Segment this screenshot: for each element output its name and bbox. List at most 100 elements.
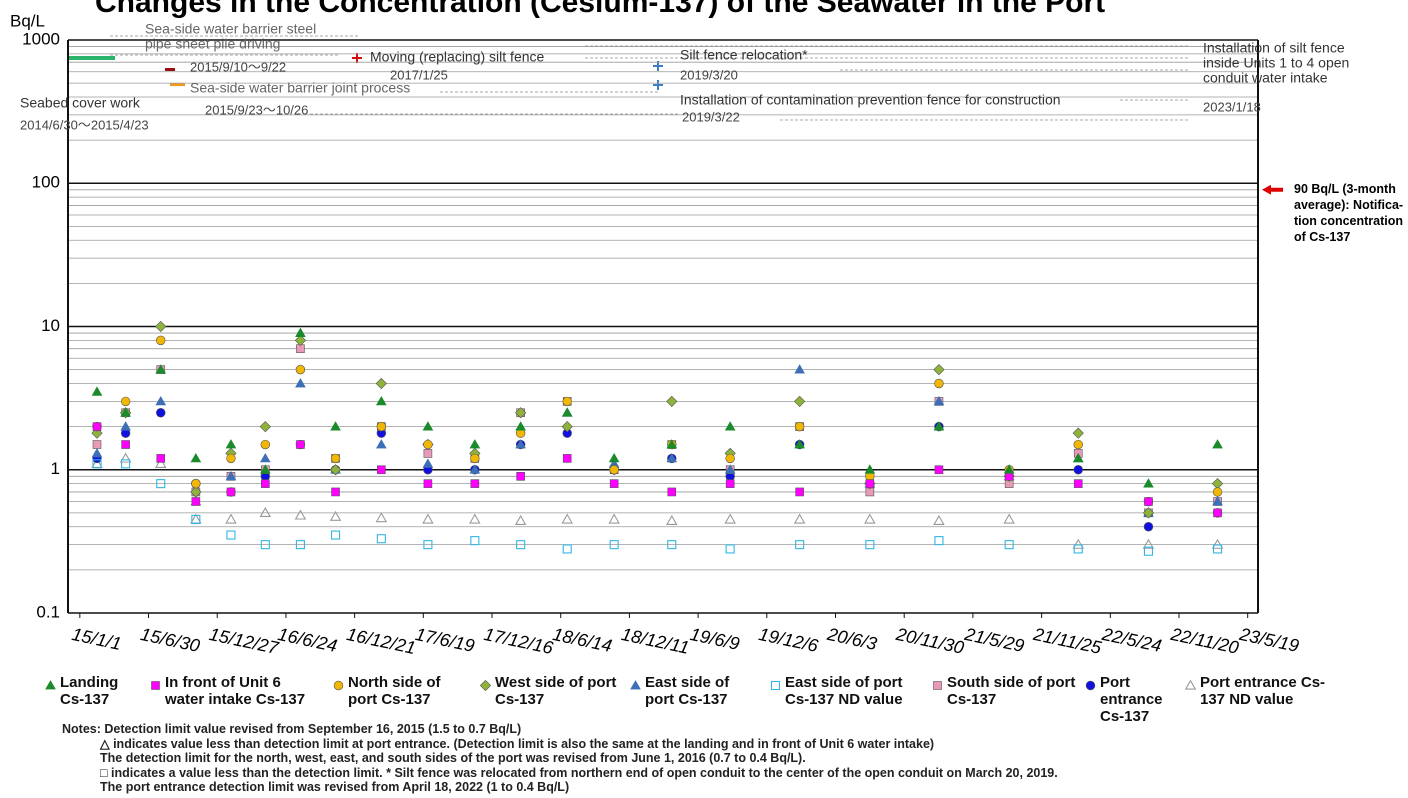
reference-label: 90 Bq/L (3-month <box>1294 182 1396 196</box>
event-guides <box>110 35 1190 121</box>
event-label: pipe sheet pile driving <box>145 36 280 52</box>
x-tick-label: 17/6/19 <box>414 624 477 656</box>
legend-marker <box>45 680 56 690</box>
point <box>423 449 433 458</box>
point <box>91 427 103 439</box>
reference-arrow <box>1262 184 1283 195</box>
point <box>259 506 272 518</box>
point <box>120 396 131 407</box>
legend-marker <box>630 680 641 690</box>
point <box>92 422 102 431</box>
x-tick-label: 16/12/21 <box>345 624 418 658</box>
point <box>1144 497 1153 506</box>
x-tick-label: 22/5/24 <box>1100 624 1164 656</box>
point <box>666 395 678 408</box>
point <box>294 509 307 520</box>
point <box>330 421 341 431</box>
point <box>794 364 805 374</box>
event-marker <box>653 80 663 90</box>
x-tick-label: 18/12/11 <box>620 624 691 658</box>
y-tick-label: 10 <box>41 316 60 335</box>
point <box>562 396 572 407</box>
point <box>259 453 271 463</box>
point <box>155 364 167 374</box>
legend-label: South side of port Cs-137 <box>947 674 1076 708</box>
x-tick-label: 15/6/30 <box>139 624 202 656</box>
point <box>794 395 806 408</box>
point <box>423 479 433 488</box>
point <box>330 453 341 464</box>
legend-label: In front of Unit 6 water intake Cs-137 <box>165 674 306 708</box>
legend-item: Landing Cs-137 <box>45 674 125 708</box>
point <box>1072 453 1084 463</box>
point <box>865 479 875 488</box>
point <box>480 680 491 691</box>
point <box>261 479 270 488</box>
event-marker <box>170 83 185 86</box>
y-tick-label: 1000 <box>22 29 60 48</box>
x-tick-label: 22/11/20 <box>1168 624 1240 658</box>
point <box>120 407 131 417</box>
point <box>933 681 942 690</box>
point <box>296 440 305 449</box>
x-tick-label: 18/6/14 <box>551 624 614 656</box>
point <box>934 465 944 475</box>
point <box>725 544 735 554</box>
point <box>45 680 56 690</box>
point <box>155 320 167 333</box>
point <box>609 540 619 550</box>
legend-item: West side of port Cs-137 <box>480 674 630 708</box>
point <box>190 486 202 498</box>
point <box>609 479 619 488</box>
point <box>259 421 271 433</box>
chart: Changes in the Concentration (Cesium-137… <box>10 0 1403 658</box>
point <box>226 453 236 464</box>
point <box>469 464 481 474</box>
y-tick-label: 100 <box>32 173 60 192</box>
point <box>156 408 166 418</box>
notes: Notes: Detection limit value revised fro… <box>62 722 1362 795</box>
point <box>562 454 572 463</box>
legend-label: Port entrance Cs-137 ND value <box>1200 674 1326 708</box>
event-date: 2014/6/30～2015/4/23 <box>20 117 149 132</box>
legend-marker <box>770 680 781 691</box>
point <box>92 459 102 469</box>
point <box>329 464 342 476</box>
legend-label: East side of port Cs-137 <box>645 674 730 708</box>
point <box>226 487 236 497</box>
point <box>423 540 433 550</box>
point <box>375 377 387 390</box>
x-tick-label: 20/6/3 <box>825 624 879 654</box>
x-tick-label: 19/6/9 <box>688 624 741 654</box>
point <box>375 512 388 523</box>
legend-label: West side of port Cs-137 <box>495 674 617 708</box>
legend-item: In front of Unit 6 water intake Cs-137 <box>150 674 315 708</box>
point <box>770 680 781 691</box>
point <box>666 453 678 463</box>
point <box>225 439 237 449</box>
point <box>795 540 805 550</box>
point <box>330 530 341 540</box>
point <box>121 440 130 449</box>
legend-marker <box>1085 680 1096 691</box>
point <box>470 479 480 488</box>
event-date: 2015/9/10～9/22 <box>190 59 286 74</box>
point <box>933 363 945 376</box>
point <box>1073 479 1083 488</box>
point <box>1072 538 1084 549</box>
point <box>376 395 387 406</box>
point <box>329 510 342 521</box>
point <box>934 536 944 546</box>
note-line: □ indicates a value less than the detect… <box>100 765 1058 780</box>
event-label: Silt fence relocation* <box>680 47 808 63</box>
point <box>469 439 481 449</box>
point <box>1073 439 1083 450</box>
point <box>191 514 201 524</box>
reference-label: tion concentration <box>1294 214 1403 228</box>
point <box>376 421 387 432</box>
x-tick-label: 19/12/6 <box>757 624 821 656</box>
event-marker <box>653 61 663 71</box>
legend-marker <box>480 680 491 691</box>
point <box>608 453 620 463</box>
event-label: Installation of contamination prevention… <box>680 92 1061 108</box>
